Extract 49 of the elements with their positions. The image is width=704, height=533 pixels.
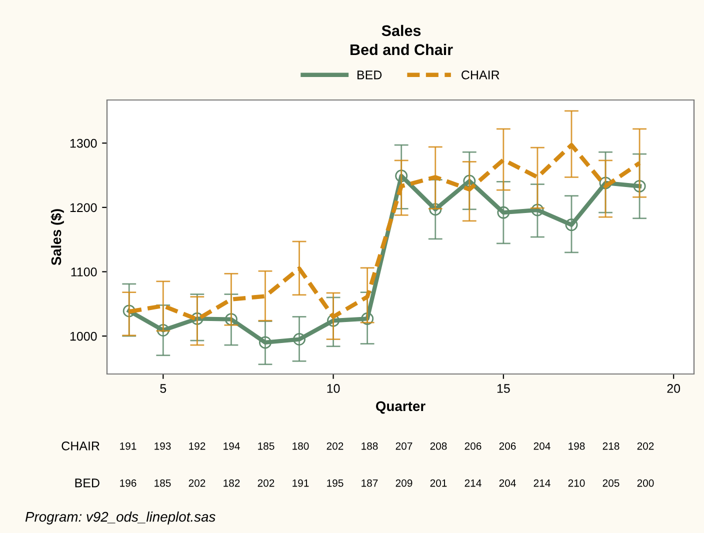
text: 207 <box>396 442 412 450</box>
legend-label: CHAIR <box>462 70 500 80</box>
x-tick-label: 5 <box>160 384 166 393</box>
text: 185 <box>154 479 171 487</box>
text: 192 <box>189 442 206 450</box>
text: 195 <box>327 479 344 487</box>
text: 214 <box>464 479 482 487</box>
chart-title: Sales <box>382 24 421 36</box>
x-axis-title: Quarter <box>376 401 426 414</box>
text: 194 <box>224 442 240 450</box>
x-tick-label: 15 <box>497 384 510 393</box>
text: 202 <box>188 479 206 487</box>
x-tick-label: 10 <box>327 384 340 393</box>
y-tick-label: 1100 <box>71 268 97 276</box>
text: 202 <box>637 442 654 450</box>
y-axis-title: Sales ($) <box>50 209 64 266</box>
text: 193 <box>154 442 171 450</box>
text: 185 <box>258 442 274 450</box>
y-tick-label: 1200 <box>70 203 97 212</box>
text: 191 <box>120 442 136 450</box>
text: 214 <box>534 479 550 487</box>
text: 204 <box>534 442 550 450</box>
text: 202 <box>258 479 274 487</box>
text: 205 <box>602 479 620 487</box>
text: 187 <box>362 479 378 487</box>
text: 208 <box>430 442 447 450</box>
text: Program: v92_ods_lineplot.sas <box>25 512 216 524</box>
text: 209 <box>396 479 412 487</box>
text: 206 <box>464 442 482 450</box>
text: 180 <box>292 442 309 450</box>
legend-label: BED <box>358 70 382 80</box>
x-tick-label: 20 <box>667 384 680 393</box>
text: 204 <box>499 479 516 487</box>
text: 191 <box>292 479 309 487</box>
text: 210 <box>568 479 585 487</box>
text: 202 <box>326 442 344 450</box>
y-tick-label: 1300 <box>70 138 97 148</box>
chart-subtitle: Bed and Chair <box>350 44 453 56</box>
text: 188 <box>362 442 378 450</box>
text: CHAIR <box>62 442 100 450</box>
text: 218 <box>602 442 620 450</box>
text: 200 <box>637 479 654 487</box>
text: BED <box>75 478 100 488</box>
text: 198 <box>568 442 585 450</box>
text: 206 <box>499 442 516 450</box>
text: 182 <box>224 479 240 487</box>
text: 201 <box>430 479 447 487</box>
text: 196 <box>120 479 136 487</box>
y-tick-label: 1000 <box>70 332 97 341</box>
